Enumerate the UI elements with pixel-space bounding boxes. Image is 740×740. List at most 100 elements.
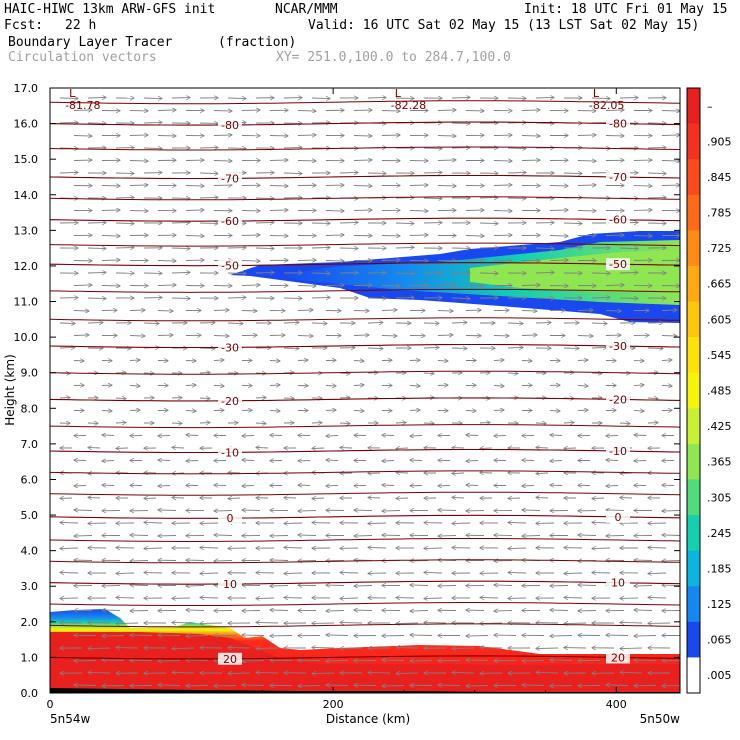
wind-vector bbox=[242, 661, 265, 662]
wind-vector bbox=[59, 122, 78, 123]
wind-vector bbox=[256, 622, 279, 623]
wind-vector bbox=[227, 98, 246, 99]
contour-label-bg bbox=[218, 172, 242, 185]
wind-vector bbox=[494, 561, 513, 562]
wind-vector bbox=[353, 335, 369, 336]
org-label: NCAR/MMM bbox=[275, 2, 338, 17]
wind-vector bbox=[493, 211, 512, 212]
wind-vector bbox=[493, 386, 504, 387]
wind-vector bbox=[563, 422, 574, 423]
wind-vector bbox=[535, 298, 554, 299]
wind-vector bbox=[326, 460, 339, 461]
wind-vector bbox=[241, 261, 260, 262]
wind-vector bbox=[284, 573, 303, 574]
wind-vector bbox=[424, 548, 443, 549]
wind-vector bbox=[367, 298, 386, 299]
wind-vector bbox=[437, 136, 456, 137]
contour-label: -10 bbox=[221, 446, 239, 459]
wind-vector bbox=[633, 385, 644, 386]
wind-vector bbox=[452, 672, 475, 673]
wind-vector bbox=[451, 97, 470, 98]
temperature-contour-line bbox=[50, 538, 680, 542]
wind-vector bbox=[87, 248, 106, 249]
plot-frame bbox=[49, 87, 681, 694]
contour-label: -30 bbox=[221, 341, 239, 354]
contour-label: -50 bbox=[609, 258, 627, 271]
wind-vector bbox=[382, 686, 405, 687]
contour-label-bg bbox=[218, 512, 242, 525]
temperature-contour-line bbox=[50, 424, 680, 429]
wind-vector bbox=[592, 498, 605, 499]
wind-vector bbox=[367, 322, 383, 323]
wind-vector bbox=[185, 236, 204, 237]
wind-vector bbox=[634, 610, 653, 611]
wind-vector bbox=[591, 297, 610, 298]
wind-vector bbox=[143, 122, 162, 123]
wind-vector bbox=[381, 111, 400, 112]
wind-vector bbox=[647, 348, 663, 349]
wind-vector bbox=[661, 360, 672, 361]
wind-vector bbox=[536, 648, 559, 649]
wind-vector bbox=[522, 685, 545, 686]
contour-label: -10 bbox=[609, 445, 627, 458]
wind-vector bbox=[283, 173, 302, 174]
contour-label: 0 bbox=[615, 511, 622, 524]
wind-vector bbox=[269, 186, 288, 187]
wind-vector bbox=[381, 310, 397, 311]
wind-vector bbox=[73, 285, 92, 286]
wind-vector bbox=[298, 686, 321, 687]
wind-vector bbox=[312, 448, 325, 449]
wind-vector bbox=[591, 323, 607, 324]
y-tick-label: 11.0 bbox=[14, 296, 39, 309]
model-title: HAIC-HIWC 13km ARW-GFS init bbox=[4, 2, 216, 17]
contour-label-bg bbox=[606, 340, 630, 353]
wind-vector bbox=[451, 322, 467, 323]
wind-vector bbox=[508, 572, 527, 573]
wind-vector bbox=[88, 648, 111, 649]
wind-vector bbox=[60, 548, 79, 549]
wind-vector bbox=[606, 486, 619, 487]
wind-vector bbox=[60, 522, 79, 523]
wind-vector bbox=[577, 360, 588, 361]
wind-vector bbox=[158, 685, 181, 686]
wind-vector bbox=[480, 647, 503, 648]
wind-vector bbox=[144, 498, 157, 499]
wind-vector bbox=[536, 473, 549, 474]
wind-vector bbox=[507, 172, 526, 173]
wind-vector bbox=[424, 598, 443, 599]
colorbar-swatch bbox=[687, 657, 700, 694]
wind-vector bbox=[493, 410, 504, 411]
wind-vector bbox=[619, 272, 638, 273]
wind-vector bbox=[522, 486, 535, 487]
temperature-contour-line bbox=[50, 288, 680, 293]
colorbar-swatch bbox=[687, 479, 700, 516]
wind-vector bbox=[409, 185, 428, 186]
wind-vector bbox=[102, 636, 125, 637]
init-time: Init: 18 UTC Fri 01 May 15 bbox=[524, 2, 728, 17]
contour-label: -20 bbox=[609, 393, 627, 406]
wind-vector bbox=[214, 511, 233, 512]
wind-vector bbox=[410, 436, 423, 437]
colorbar-label: .185 bbox=[707, 562, 732, 575]
wind-vector bbox=[535, 248, 554, 249]
wind-vector bbox=[297, 286, 316, 287]
colorbar-frame bbox=[686, 87, 701, 694]
wind-vector bbox=[606, 510, 625, 511]
wind-vector bbox=[284, 523, 303, 524]
surface-terrain bbox=[50, 688, 680, 693]
y-tick-label: 0.0 bbox=[21, 687, 39, 700]
wind-vector bbox=[130, 585, 149, 586]
wind-vector bbox=[339, 373, 350, 374]
wind-vector bbox=[115, 197, 134, 198]
temperature-contour-line bbox=[50, 174, 680, 180]
contour-label-bg bbox=[606, 117, 630, 130]
wind-vector bbox=[368, 547, 387, 548]
colorbar-label: .125 bbox=[707, 598, 732, 611]
wind-vector bbox=[521, 136, 540, 137]
wind-vector bbox=[508, 548, 527, 549]
wind-vector bbox=[661, 336, 677, 337]
contour-label-bg bbox=[218, 446, 242, 459]
colorbar-label: .845 bbox=[707, 171, 732, 184]
field-units: (fraction) bbox=[218, 35, 297, 50]
colorbar-swatch bbox=[687, 550, 700, 587]
